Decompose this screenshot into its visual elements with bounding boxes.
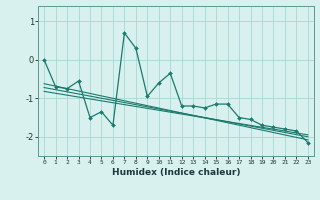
X-axis label: Humidex (Indice chaleur): Humidex (Indice chaleur) bbox=[112, 168, 240, 177]
